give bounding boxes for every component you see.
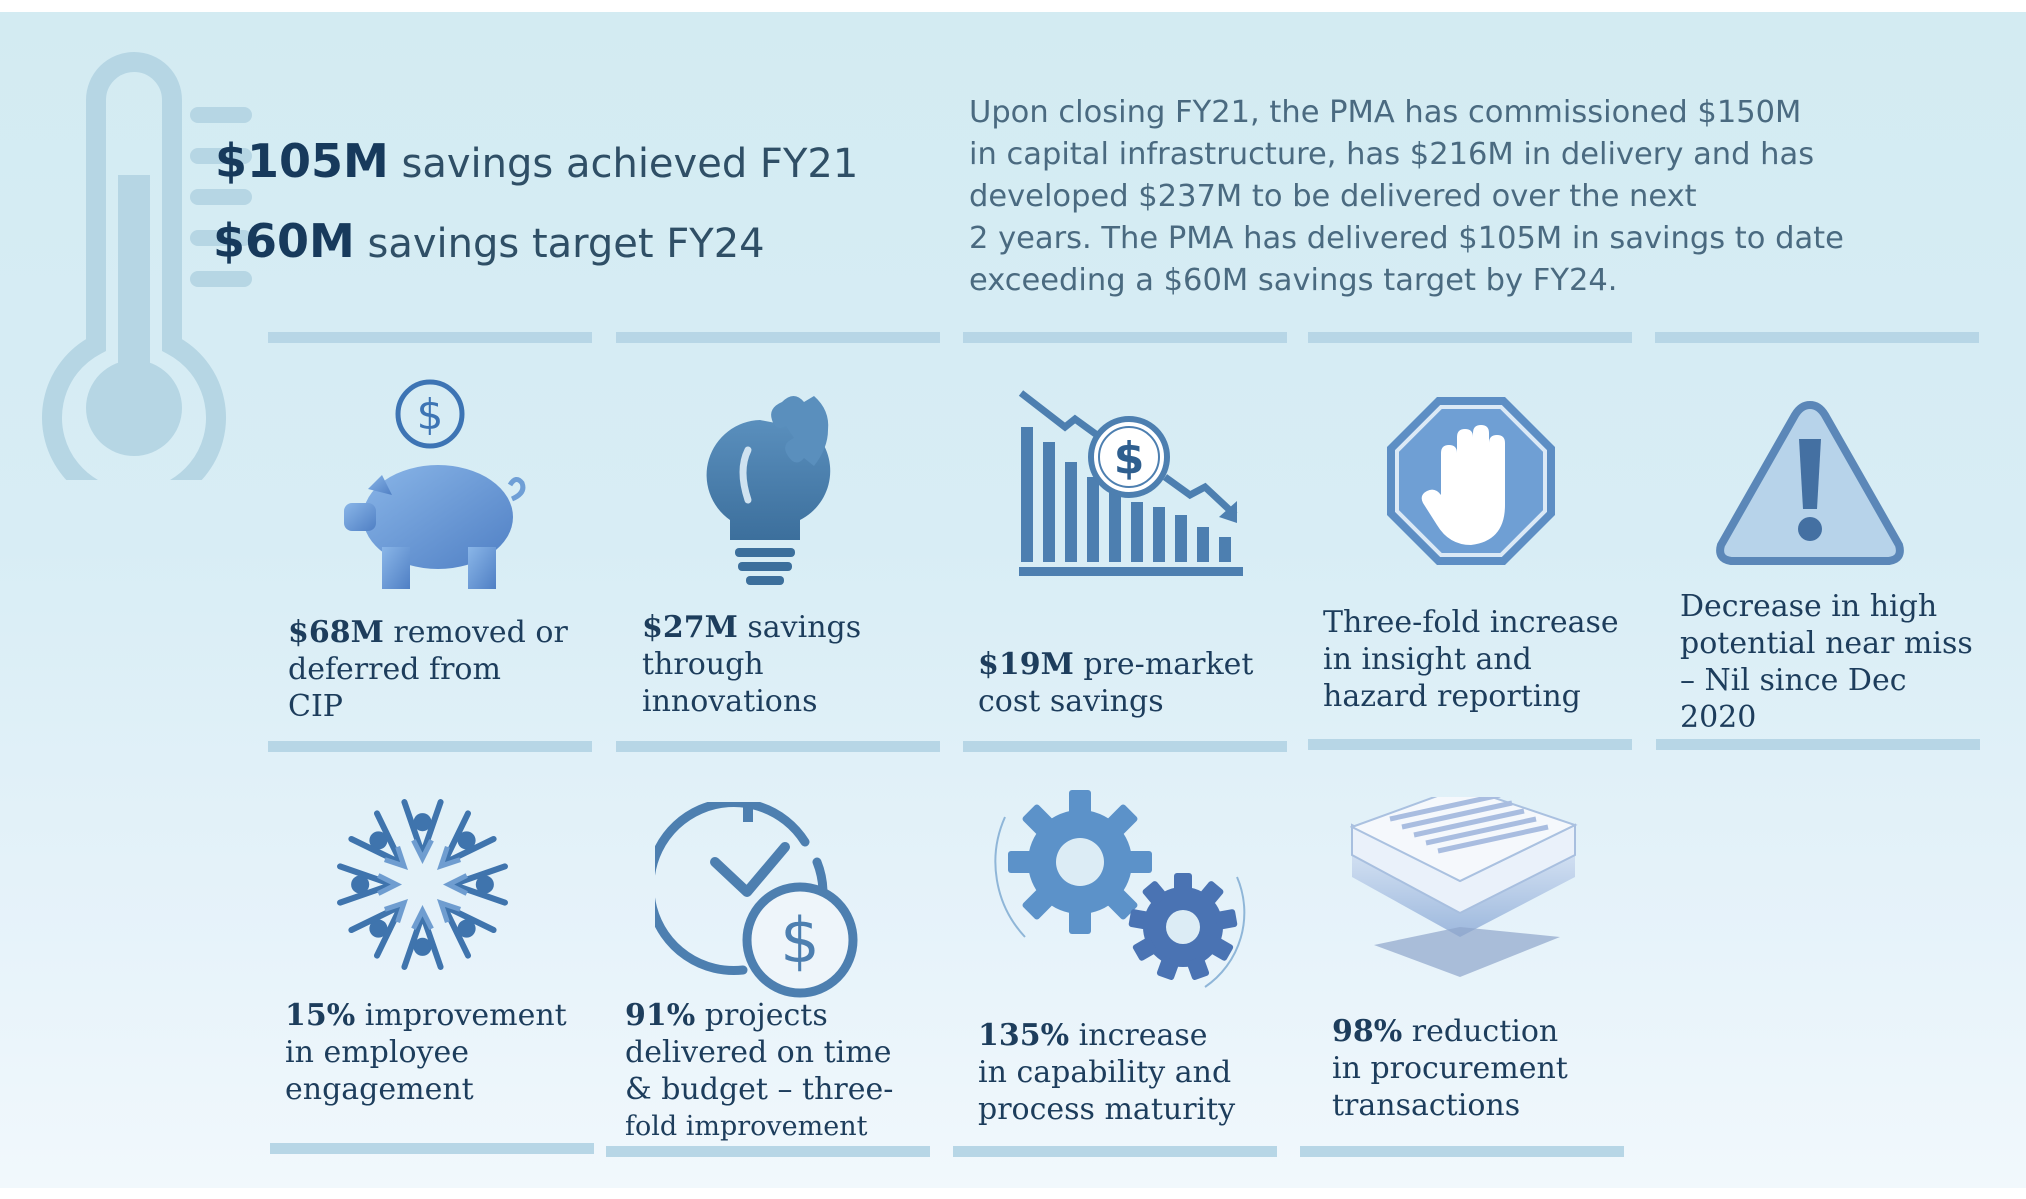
stat-text: savings [737, 610, 862, 645]
stat-text: process maturity [978, 1092, 1236, 1127]
stat-text: removed or [383, 615, 568, 650]
stat-text: Three-fold increase [1323, 605, 1619, 640]
stat-text: potential near miss [1680, 626, 1973, 661]
divider-bar [1656, 739, 1980, 750]
stat-text: pre-market [1073, 647, 1254, 682]
summary-line: 2 years. The PMA has delivered $105M in … [969, 221, 1844, 256]
headline-text: savings target FY24 [367, 221, 765, 267]
stat-text: hazard reporting [1323, 679, 1581, 714]
divider-bar [270, 1143, 594, 1154]
summary-line: developed $237M to be delivered over the… [969, 179, 1697, 214]
piggy-bank-icon: $ [344, 379, 526, 589]
stat-value: 98% [1332, 1014, 1403, 1049]
stat-text: delivered on time [625, 1035, 892, 1070]
stat-caption-innovations: $27M savings through innovations [642, 609, 861, 720]
stat-text: increase [1069, 1018, 1208, 1053]
lightbulb-puzzle-icon [706, 396, 831, 585]
stat-text: Decrease in high [1680, 589, 1938, 624]
stat-text: cost savings [978, 684, 1164, 719]
stat-text: in insight and [1323, 642, 1532, 677]
divider-bar [963, 741, 1287, 752]
document-stack-icon [1350, 797, 1578, 977]
headline-savings-target: $60M savings target FY24 [213, 214, 765, 268]
stat-text: in employee [285, 1035, 469, 1070]
stop-hand-icon [1387, 397, 1555, 565]
stat-caption-procurement: 98% reduction in procurement transaction… [1332, 1013, 1568, 1124]
stat-text: innovations [642, 684, 818, 719]
divider-bar [616, 332, 940, 343]
svg-text:$: $ [780, 904, 819, 977]
thermometer-icon [42, 52, 252, 480]
stat-value: $19M [978, 647, 1074, 682]
stat-caption-hazard-reporting: Three-fold increase in insight and hazar… [1323, 604, 1619, 715]
summary-paragraph: Upon closing FY21, the PMA has commissio… [969, 92, 1844, 302]
svg-text:$: $ [1114, 433, 1145, 484]
stat-value: $27M [642, 610, 738, 645]
divider-bar [1300, 1146, 1624, 1157]
stat-text: fold improvement [625, 1111, 868, 1142]
svg-text:$: $ [417, 390, 444, 439]
stat-text: improvement [355, 998, 567, 1033]
stat-text: engagement [285, 1072, 474, 1107]
stat-text: reduction [1402, 1014, 1559, 1049]
stat-text: projects [695, 998, 828, 1033]
summary-line: in capital infrastructure, has $216M in … [969, 137, 1815, 172]
divider-bar [1308, 332, 1632, 343]
stat-text: in procurement [1332, 1051, 1568, 1086]
clock-dollar-icon: $ [655, 802, 858, 998]
stat-text: 2020 [1680, 700, 1757, 735]
infographic: $105M savings achieved FY21 $60M savings… [0, 12, 2026, 1188]
divider-bar [606, 1146, 930, 1157]
stat-caption-capability: 135% increase in capability and process … [978, 1017, 1235, 1128]
summary-line: Upon closing FY21, the PMA has commissio… [969, 95, 1802, 130]
stat-text: deferred from [288, 652, 501, 687]
divider-bar [268, 741, 592, 752]
stat-text: in capability and [978, 1055, 1232, 1090]
divider-bar [963, 332, 1287, 343]
warning-triangle-icon [1716, 400, 1904, 565]
stat-caption-near-miss: Decrease in high potential near miss – N… [1680, 588, 1973, 736]
divider-bar [268, 332, 592, 343]
summary-line: exceeding a $60M savings target by FY24. [969, 263, 1618, 298]
headline-value: $60M [213, 214, 355, 268]
declining-cost-chart-icon: $ [1018, 390, 1243, 576]
headline-savings-achieved: $105M savings achieved FY21 [215, 134, 858, 188]
people-circle-icon [330, 799, 515, 977]
stat-value: $68M [288, 615, 384, 650]
stat-text: CIP [288, 689, 343, 724]
gears-icon [994, 790, 1246, 988]
headline-value: $105M [215, 134, 389, 188]
stat-text: – Nil since Dec [1680, 663, 1907, 698]
stat-caption-pre-market: $19M pre-market cost savings [978, 646, 1253, 720]
stat-caption-engagement: 15% improvement in employee engagement [285, 997, 567, 1108]
stat-text: & budget – three- [625, 1072, 894, 1107]
stat-value: 15% [285, 998, 356, 1033]
stat-caption-cip: $68M removed or deferred from CIP [288, 614, 568, 725]
stat-text: transactions [1332, 1088, 1521, 1123]
divider-bar [616, 741, 940, 752]
divider-bar [953, 1146, 1277, 1157]
divider-bar [1655, 332, 1979, 343]
divider-bar [1308, 739, 1632, 750]
headline-text: savings achieved FY21 [401, 141, 859, 187]
stat-caption-projects: 91% projects delivered on time & budget … [625, 997, 893, 1145]
stat-value: 135% [978, 1018, 1070, 1053]
stat-value: 91% [625, 998, 696, 1033]
stat-text: through [642, 647, 764, 682]
